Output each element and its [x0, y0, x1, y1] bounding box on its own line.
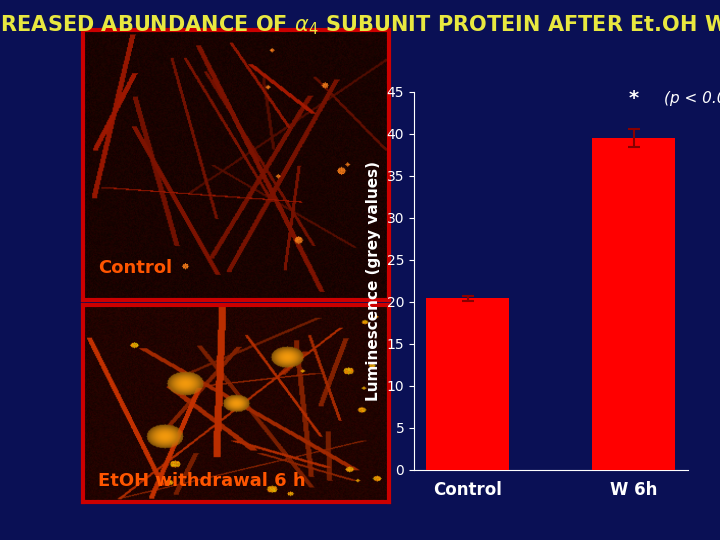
Bar	[426, 299, 509, 470]
Text: Control: Control	[98, 259, 172, 276]
Text: EtOH withdrawal 6 h: EtOH withdrawal 6 h	[98, 472, 306, 490]
Text: *: *	[629, 89, 639, 108]
Bar	[593, 138, 675, 470]
Y-axis label: Luminescence (grey values): Luminescence (grey values)	[366, 161, 381, 401]
Text: (p < 0.001): (p < 0.001)	[665, 91, 720, 106]
Text: INCREASED ABUNDANCE OF $\alpha_4$ SUBUNIT PROTEIN AFTER Et.OH WDL: INCREASED ABUNDANCE OF $\alpha_4$ SUBUNI…	[0, 14, 720, 37]
